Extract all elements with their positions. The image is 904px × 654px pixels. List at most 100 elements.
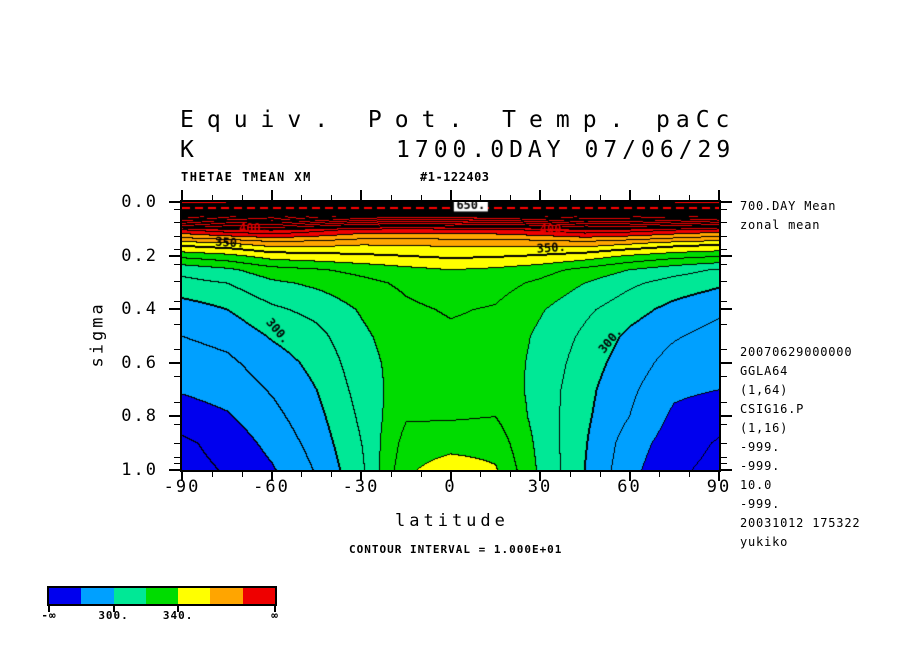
time-label: 1700.0DAY 07/06/29 — [396, 137, 736, 163]
y-tick-label: 0.8 — [121, 406, 158, 427]
y-minor-tick — [174, 263, 180, 265]
y-tick-label: 0.4 — [121, 299, 158, 320]
y-minor-tick — [721, 222, 727, 224]
y-minor-tick — [174, 468, 180, 470]
y-minor-tick — [721, 281, 727, 283]
y-minor-tick — [721, 349, 727, 351]
y-minor-tick — [174, 401, 180, 403]
colorbar-segment — [49, 588, 82, 604]
x-tick — [449, 190, 452, 200]
x-tick — [718, 472, 720, 481]
x-tick — [449, 472, 452, 481]
x-minor-tick — [569, 472, 571, 477]
x-tick-label: -60 — [253, 477, 290, 497]
y-minor-tick — [721, 376, 727, 378]
right-annotation-line: 20031012 175322 — [740, 516, 861, 530]
x-minor-tick — [599, 195, 601, 200]
x-minor-tick — [689, 472, 691, 477]
x-tick-label: 0 — [444, 477, 457, 497]
right-annotation-line: -999. — [740, 459, 781, 473]
x-tick — [270, 472, 273, 481]
y-minor-tick — [174, 443, 180, 445]
right-annotation-line: -999. — [740, 497, 781, 511]
right-annotation-line: zonal mean — [740, 218, 821, 232]
x-minor-tick — [211, 472, 213, 477]
y-tick-label: 0.6 — [121, 352, 158, 373]
run-id: #1-122403 — [420, 170, 490, 184]
y-minor-tick — [721, 468, 727, 470]
x-minor-tick — [241, 472, 243, 477]
y-minor-tick — [174, 463, 180, 465]
y-minor-tick — [721, 424, 727, 426]
variable-id: THETAE TMEAN XM — [181, 170, 312, 184]
y-tick-label: 0.0 — [121, 192, 158, 212]
y-minor-tick — [721, 401, 727, 403]
y-minor-tick — [174, 323, 180, 325]
right-annotation-line: (1,64) — [740, 383, 789, 397]
y-minor-tick — [721, 248, 727, 250]
x-minor-tick — [331, 472, 333, 477]
x-tick-label: 90 — [706, 477, 732, 497]
y-minor-tick — [174, 248, 180, 250]
y-tick — [169, 254, 180, 257]
right-annotation-line: (1,16) — [740, 421, 789, 435]
y-minor-tick — [174, 281, 180, 283]
x-tick — [539, 190, 541, 200]
right-annotation-line: 20070629000000 — [740, 345, 853, 359]
y-minor-tick — [174, 456, 180, 458]
y-tick — [721, 469, 732, 471]
plot-title: Equiv. Pot. Temp. — [180, 107, 637, 133]
right-annotation-line: yukiko — [740, 535, 789, 549]
y-tick — [169, 308, 180, 311]
x-minor-tick — [480, 472, 482, 477]
contour-plot-canvas — [182, 202, 719, 470]
contour-interval-note: CONTOUR INTERVAL = 1.000E+01 — [349, 543, 563, 556]
colorbar-segment — [113, 588, 146, 604]
y-tick — [721, 254, 732, 257]
y-tick — [721, 415, 732, 418]
x-minor-tick — [331, 195, 333, 200]
x-minor-tick — [420, 195, 422, 200]
x-minor-tick — [510, 195, 512, 200]
colorbar-tick — [48, 605, 50, 612]
units-label: K — [180, 137, 200, 163]
y-minor-tick — [174, 424, 180, 426]
x-minor-tick — [599, 472, 601, 477]
x-axis-title: latitude — [395, 511, 509, 531]
colorbar-tick-label: -∞ — [41, 609, 57, 622]
colorbar-segment — [242, 588, 275, 604]
x-tick-label: -90 — [163, 477, 201, 497]
x-minor-tick — [241, 195, 243, 200]
y-minor-tick — [174, 376, 180, 378]
y-axis-title: sigma — [87, 301, 108, 368]
x-tick — [270, 190, 273, 200]
colorbar-tick — [177, 605, 180, 612]
right-annotation-line: -999. — [740, 440, 781, 454]
colorbar-segment — [81, 588, 114, 604]
colorbar-segment — [145, 588, 179, 604]
y-minor-tick — [174, 235, 180, 237]
x-minor-tick — [301, 195, 303, 200]
y-tick — [169, 469, 180, 471]
colorbar-segment — [178, 588, 211, 604]
y-tick — [721, 308, 732, 311]
x-tick — [181, 472, 183, 481]
x-minor-tick — [510, 472, 512, 477]
y-minor-tick — [721, 456, 727, 458]
x-minor-tick — [659, 195, 661, 200]
x-minor-tick — [569, 195, 571, 200]
right-annotation-line: GGLA64 — [740, 364, 789, 378]
y-minor-tick — [721, 443, 727, 445]
colorbar-tick-label: 300. — [98, 609, 129, 622]
y-minor-tick — [174, 208, 180, 210]
y-tick — [169, 201, 180, 203]
colorbar-tick-label: 340. — [162, 609, 194, 622]
y-minor-tick — [721, 301, 727, 303]
x-tick-label: 30 — [527, 477, 553, 497]
x-tick — [360, 190, 362, 200]
x-minor-tick — [659, 472, 661, 477]
right-annotation-line: 10.0 — [740, 478, 773, 492]
y-tick — [721, 361, 732, 364]
x-tick — [718, 190, 720, 200]
